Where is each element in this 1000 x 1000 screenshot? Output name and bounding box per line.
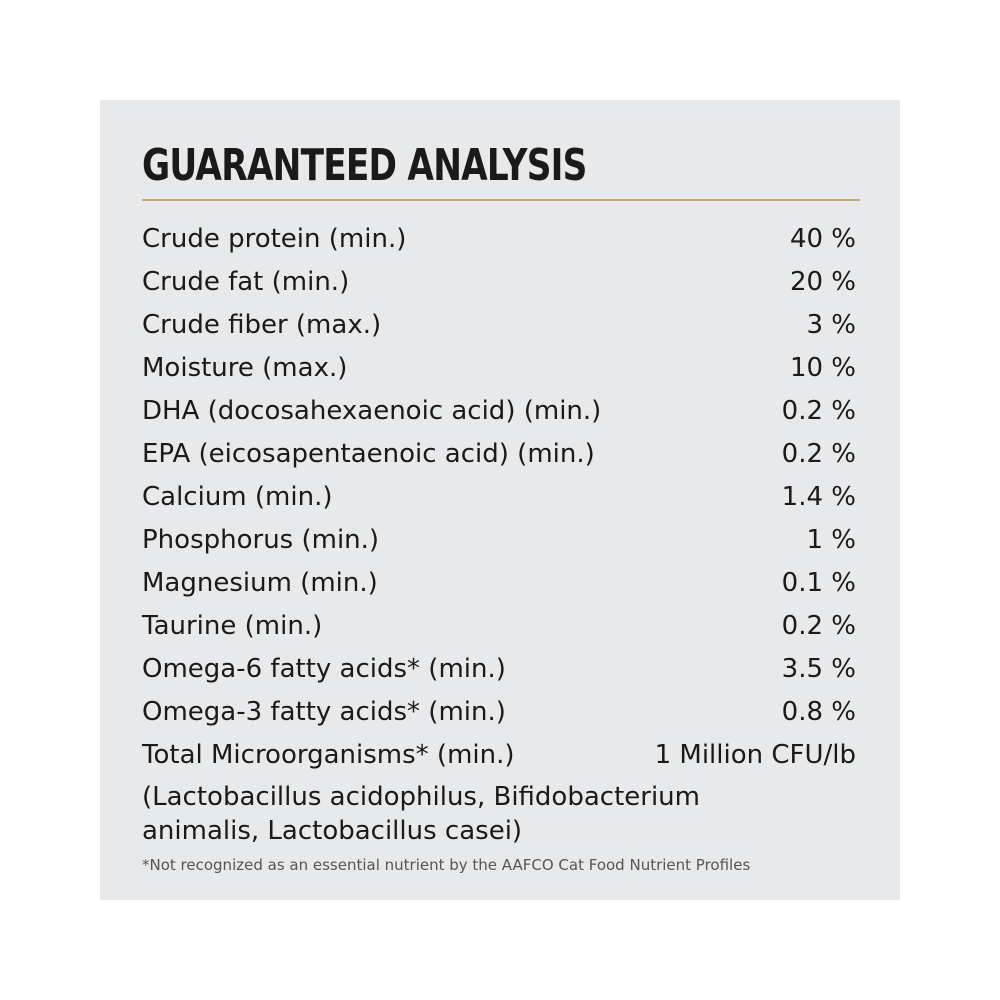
nutrient: Magnesium (min.) xyxy=(142,568,378,598)
table-row: DHA (docosahexaenoic acid) (min.) 0.2 % xyxy=(142,390,856,433)
value: 3.5 % xyxy=(781,654,856,684)
value: 0.2 % xyxy=(781,396,856,426)
nutrient: Omega-3 fatty acids* (min.) xyxy=(142,697,506,727)
value: 10 % xyxy=(789,353,856,383)
nutrient: Crude protein (min.) xyxy=(142,224,407,254)
divider xyxy=(142,199,860,201)
footnote: *Not recognized as an essential nutrient… xyxy=(142,856,751,874)
table-row: EPA (eicosapentaenoic acid) (min.) 0.2 % xyxy=(142,433,856,476)
value: 1 % xyxy=(806,525,856,555)
nutrient: DHA (docosahexaenoic acid) (min.) xyxy=(142,396,602,426)
value: 0.1 % xyxy=(781,568,856,598)
analysis-table: Crude protein (min.) 40 % Crude fat (min.)… xyxy=(142,218,856,777)
value: 20 % xyxy=(789,267,856,297)
table-row: Omega-3 fatty acids* (min.) 0.8 % xyxy=(142,691,856,734)
table-row: Calcium (min.) 1.4 % xyxy=(142,476,856,519)
table-row: Crude protein (min.) 40 % xyxy=(142,218,856,261)
nutrient: Phosphorus (min.) xyxy=(142,525,380,555)
value: 0.2 % xyxy=(781,439,856,469)
nutrient: Crude fat (min.) xyxy=(142,267,350,297)
table-row: Phosphorus (min.) 1 % xyxy=(142,519,856,562)
table-row: Moisture (max.) 10 % xyxy=(142,347,856,390)
nutrient: EPA (eicosapentaenoic acid) (min.) xyxy=(142,439,595,469)
table-row: Crude fiber (max.) 3 % xyxy=(142,304,856,347)
value: 0.8 % xyxy=(781,697,856,727)
value: 40 % xyxy=(789,224,856,254)
table-row: Crude fat (min.) 20 % xyxy=(142,261,856,304)
nutrient: Total Microorganisms* (min.) xyxy=(142,740,515,770)
nutrient: Moisture (max.) xyxy=(142,353,348,383)
nutrient: Crude fiber (max.) xyxy=(142,310,382,340)
nutrient: Omega-6 fatty acids* (min.) xyxy=(142,654,506,684)
value: 1.4 % xyxy=(781,482,856,512)
note: (Lactobacillus acidophilus, Bifidobacter… xyxy=(142,782,700,846)
value: 1 Million CFU/lb xyxy=(654,740,856,770)
nutrient: Taurine (min.) xyxy=(142,611,323,641)
table-row: Taurine (min.) 0.2 % xyxy=(142,605,856,648)
table-row: Total Microorganisms* (min.) 1 Million CF… xyxy=(142,734,856,777)
value: 0.2 % xyxy=(781,611,856,641)
panel: GUARANTEED ANALYSIS Crude protein (min.)… xyxy=(100,100,900,900)
value: 3 % xyxy=(806,310,856,340)
title: GUARANTEED ANALYSIS xyxy=(142,140,587,191)
nutrient: Calcium (min.) xyxy=(142,482,333,512)
table-row: Omega-6 fatty acids* (min.) 3.5 % xyxy=(142,648,856,691)
table-row: Magnesium (min.) 0.1 % xyxy=(142,562,856,605)
